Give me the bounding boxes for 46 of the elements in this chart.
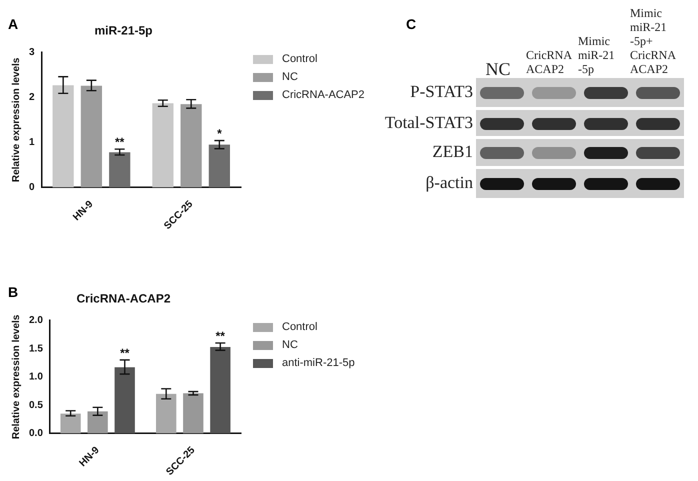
y-tick-label: 1.5 [28, 343, 44, 354]
bar [60, 414, 81, 434]
annotation: ** [120, 346, 130, 360]
category-label: CricRNA ACAP2 [526, 48, 573, 76]
annotation: * [217, 126, 222, 141]
legend-label: CricRNA-ACAP2 [282, 89, 365, 101]
bar [208, 144, 230, 188]
category-label: Mimic miR-21 -5p+ CricRNA ACAP2 [630, 6, 677, 76]
bar [80, 86, 102, 188]
legend-label: Control [282, 53, 318, 65]
category-label: Mimic miR-21 -5p [578, 34, 616, 76]
category-label: NC [484, 59, 512, 79]
legend-label: anti-miR-21-5p [282, 357, 355, 369]
legend-label: NC [282, 339, 298, 351]
annotation: ** [216, 328, 226, 343]
y-tick-label: 0.0 [28, 428, 44, 440]
text: A [8, 16, 18, 32]
y-tick-label: 2 [29, 92, 35, 104]
text: ZEB1 [432, 142, 473, 162]
text: Total-STAT3 [384, 112, 473, 132]
bar [156, 394, 176, 434]
text: β-actin [426, 173, 473, 193]
legend-label: Control [282, 321, 318, 333]
text: C [406, 16, 416, 32]
text: P-STAT3 [410, 82, 473, 102]
y-tick-label: 1 [29, 137, 35, 148]
bar [88, 411, 108, 434]
y-axis-title: Relative expression levels [10, 57, 22, 182]
chart-title: CricRNA-ACAP2 [76, 292, 171, 306]
bar [109, 152, 130, 188]
y-tick-label: 3 [29, 47, 35, 58]
bar [210, 346, 230, 434]
bar [52, 85, 74, 188]
y-axis-title: Relative expression levels [10, 314, 22, 440]
legend-label: NC [282, 71, 298, 83]
y-tick-label: 2.0 [28, 315, 44, 326]
chart-title: miR-21-5p [94, 24, 153, 38]
bar [114, 367, 135, 434]
bar [152, 103, 174, 188]
y-tick-label: 0 [29, 182, 35, 194]
bar [180, 104, 202, 188]
y-tick-label: 1.0 [28, 372, 44, 383]
bar [183, 393, 204, 434]
y-tick-label: 0.5 [28, 400, 44, 411]
text: B [8, 284, 18, 300]
annotation: ** [115, 135, 125, 150]
